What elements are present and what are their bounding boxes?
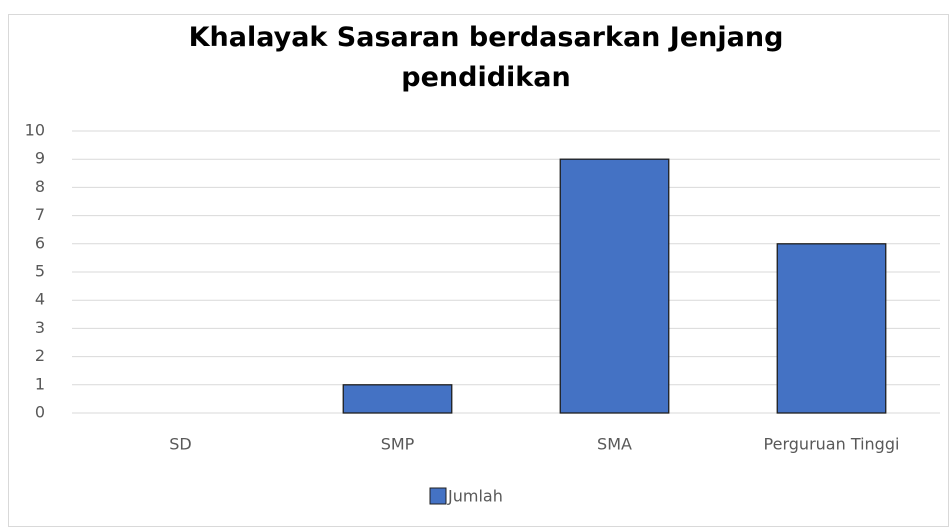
x-tick-label: SMP bbox=[381, 435, 415, 454]
y-tick-label: 7 bbox=[35, 205, 45, 224]
bar bbox=[342, 384, 453, 414]
x-tick-label: SMA bbox=[597, 435, 632, 454]
y-tick-label: 8 bbox=[35, 177, 45, 196]
y-tick-label: 9 bbox=[35, 149, 45, 168]
y-tick-label: 0 bbox=[35, 403, 45, 422]
chart-title: Khalayak Sasaran berdasarkan Jenjang pen… bbox=[188, 22, 784, 93]
y-tick-label: 6 bbox=[35, 233, 45, 252]
x-tick-label: SD bbox=[169, 435, 191, 454]
y-tick-label: 10 bbox=[25, 121, 45, 140]
bar bbox=[776, 243, 887, 414]
y-tick-label: 1 bbox=[35, 374, 45, 393]
legend-swatch bbox=[429, 487, 447, 505]
bar bbox=[559, 158, 670, 414]
y-tick-label: 2 bbox=[35, 346, 45, 365]
y-tick-label: 3 bbox=[35, 318, 45, 337]
y-tick-label: 4 bbox=[35, 290, 45, 309]
x-tick-label: Perguruan Tinggi bbox=[764, 435, 900, 454]
y-tick-label: 5 bbox=[35, 262, 45, 281]
legend-label: Jumlah bbox=[447, 487, 503, 506]
